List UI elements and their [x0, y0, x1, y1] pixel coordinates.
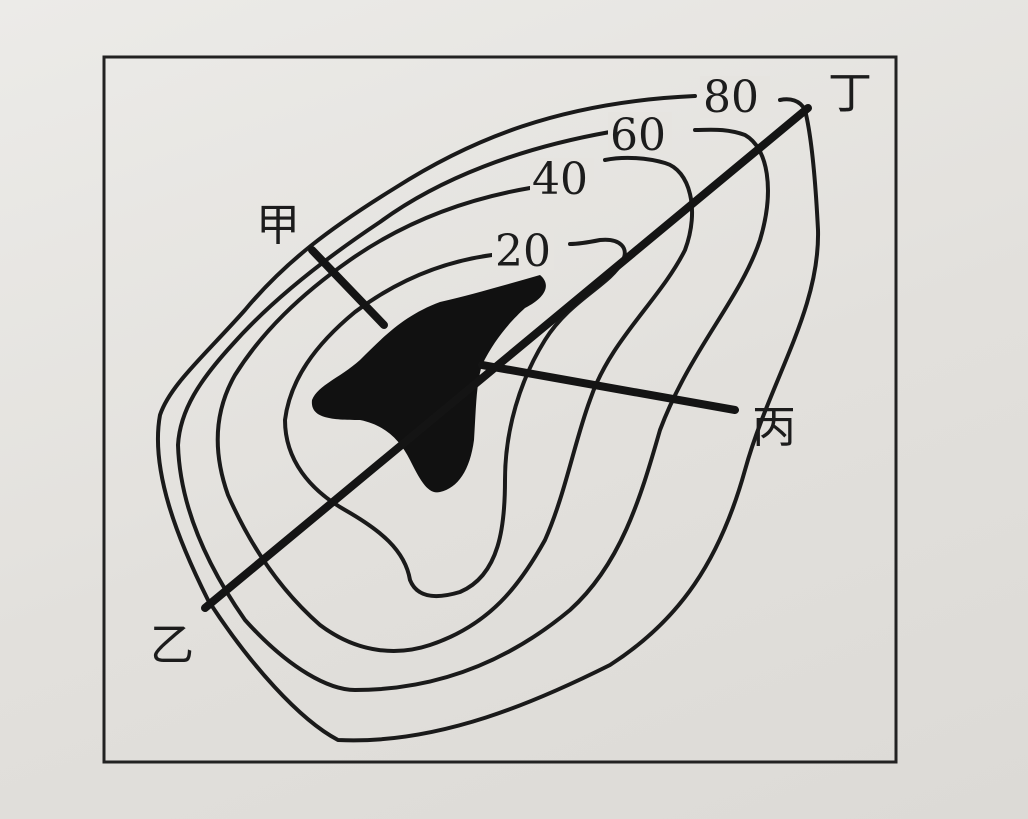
contour-label-80: 80 — [703, 72, 759, 123]
point-label-jia: 甲 — [256, 200, 300, 251]
point-label-ding: 丁 — [828, 68, 872, 119]
contour-label-60: 60 — [610, 110, 666, 161]
point-label-bing: 丙 — [752, 402, 796, 453]
point-label-yi: 乙 — [150, 620, 194, 671]
label-pad-60 — [608, 112, 672, 154]
contour-line-40 — [215, 155, 694, 653]
contour-label-40: 40 — [532, 154, 588, 205]
label-pad-20 — [492, 230, 554, 270]
label-pad-80 — [700, 76, 770, 118]
label-pad-40 — [530, 158, 594, 198]
contour-label-20: 20 — [495, 226, 551, 277]
contour-line-80 — [155, 94, 821, 743]
map-frame — [102, 55, 898, 764]
contour-line-60 — [176, 127, 770, 692]
tick-mark-jia — [308, 246, 388, 329]
profile-line-yi-ding — [201, 104, 812, 612]
lake-area — [311, 275, 546, 493]
profile-line-to-bing — [478, 361, 739, 414]
